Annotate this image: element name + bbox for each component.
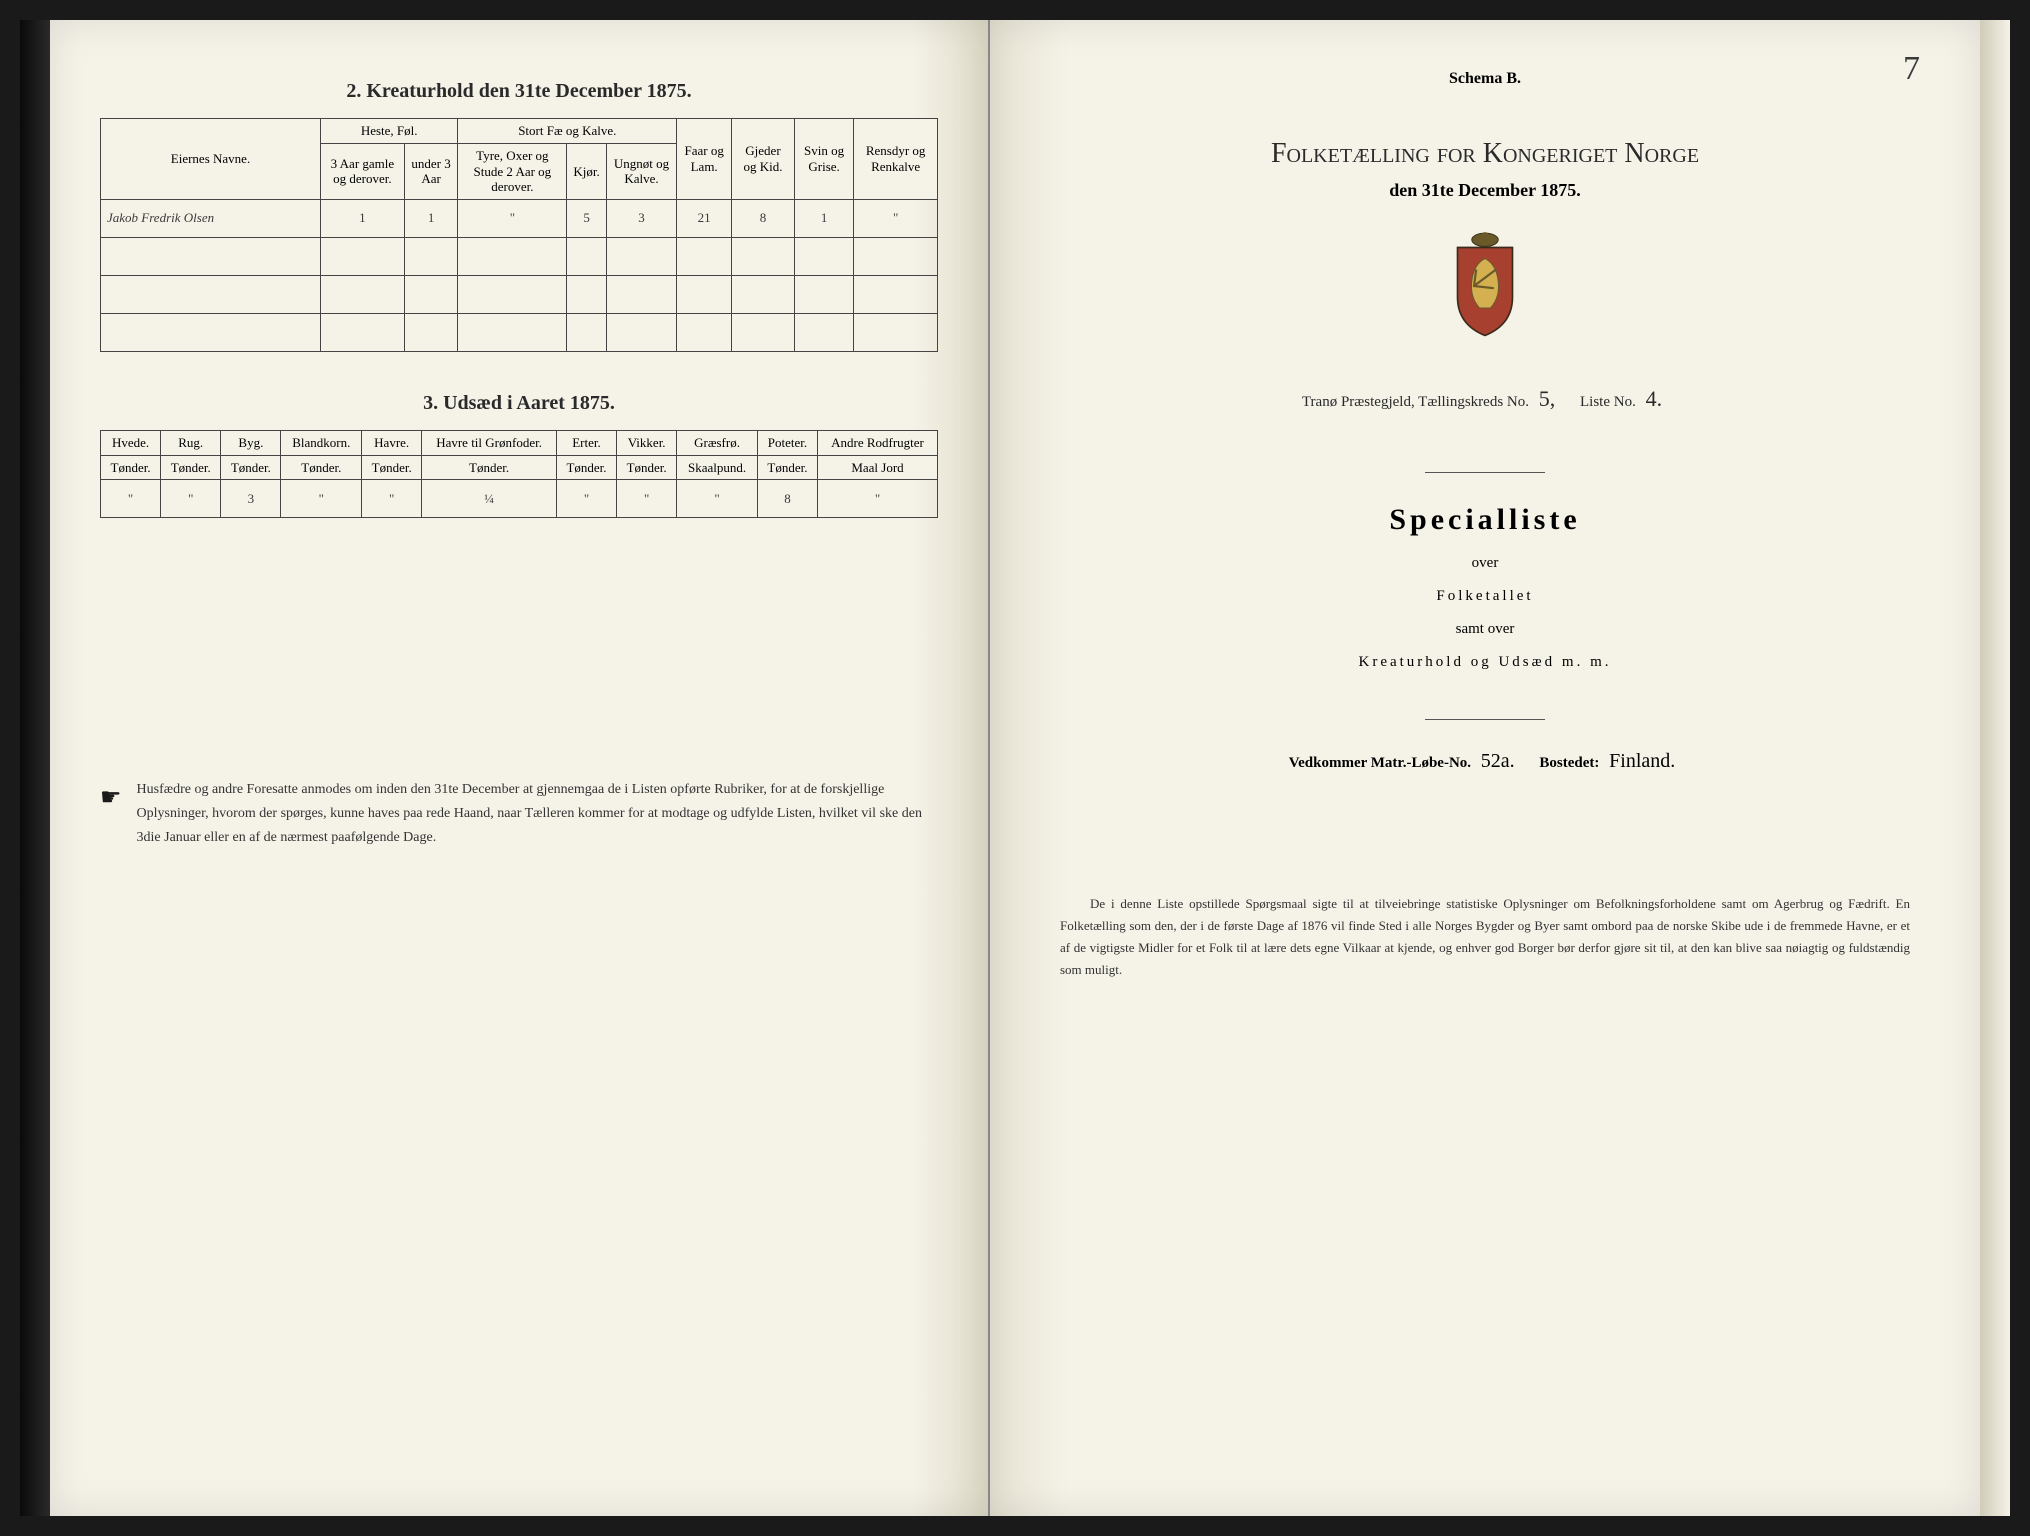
sub-h1: 3 Aar gamle og derover. [321, 144, 405, 200]
cell: " [617, 480, 677, 518]
seed-table: Hvede. Rug. Byg. Blandkorn. Havre. Havre… [100, 430, 938, 519]
unit: Tønder. [221, 455, 281, 480]
cell: " [362, 480, 422, 518]
cell: 1 [321, 199, 405, 237]
left-binding [20, 20, 50, 1516]
kreds-number: 5, [1533, 386, 1562, 411]
seed-h: Hvede. [101, 430, 161, 455]
col-owner: Eiernes Navne. [101, 119, 321, 200]
unit: Tønder. [161, 455, 221, 480]
meta-prefix: Tranø Præstegjeld, Tællingskreds No. [1302, 394, 1529, 410]
seed-h: Blandkorn. [281, 430, 362, 455]
table-row-empty [101, 313, 938, 351]
seed-h: Vikker. [617, 430, 677, 455]
book-spread: 2. Kreaturhold den 31te December 1875. E… [20, 20, 2010, 1516]
table3-title: 3. Udsæd i Aaret 1875. [100, 392, 938, 415]
livestock-table: Eiernes Navne. Heste, Føl. Stort Fæ og K… [100, 118, 938, 352]
pointing-hand-icon: ☚ [100, 778, 122, 849]
coat-of-arms-icon [1040, 231, 1930, 346]
right-page-edge [1980, 20, 2010, 1516]
bosted-value: Finland. [1603, 750, 1681, 772]
seed-h: Andre Rodfrugter [818, 430, 938, 455]
cell: 21 [677, 199, 732, 237]
cell: " [161, 480, 221, 518]
table-row: " " 3 " " ¼ " " " 8 " [101, 480, 938, 518]
divider [1425, 472, 1545, 473]
cell: " [281, 480, 362, 518]
sub-h5: Ungnøt og Kalve. [606, 144, 677, 200]
seed-h: Poteter. [757, 430, 817, 455]
left-page: 2. Kreaturhold den 31te December 1875. E… [50, 20, 990, 1516]
col-horses: Heste, Føl. [321, 119, 458, 144]
col-sheep: Faar og Lam. [677, 119, 732, 200]
owner-name: Jakob Fredrik Olsen [101, 199, 321, 237]
footer-note: ☚ Husfædre og andre Foresatte anmodes om… [100, 778, 938, 849]
col-reindeer: Rensdyr og Renkalve [854, 119, 938, 200]
cell: 1 [404, 199, 458, 237]
col-pigs: Svin og Grise. [794, 119, 853, 200]
unit: Tønder. [556, 455, 616, 480]
schema-label: Schema B. [1040, 70, 1930, 88]
cell: 8 [732, 199, 795, 237]
census-title: Folketælling for Kongeriget Norge [1040, 138, 1930, 170]
unit: Tønder. [757, 455, 817, 480]
folketallet-label: Folketallet [1040, 580, 1930, 613]
cell: " [556, 480, 616, 518]
bosted-label: Bostedet: [1539, 755, 1599, 771]
sub-h3: Tyre, Oxer og Stude 2 Aar og derover. [458, 144, 567, 200]
table-row-empty [101, 275, 938, 313]
table-row-empty [101, 237, 938, 275]
cell: " [101, 480, 161, 518]
matr-line: Vedkommer Matr.-Løbe-No. 52a. Bostedet: … [1040, 750, 1930, 773]
kreatur-label: Kreaturhold og Udsæd m. m. [1040, 646, 1930, 679]
cell: " [818, 480, 938, 518]
unit: Tønder. [617, 455, 677, 480]
specialliste-heading: Specialliste [1040, 503, 1930, 537]
cell: 3 [606, 199, 677, 237]
sub-block: over Folketallet samt over Kreaturhold o… [1040, 547, 1930, 679]
footer-text: Husfædre og andre Foresatte anmodes om i… [137, 778, 938, 849]
unit: Tønder. [422, 455, 557, 480]
unit: Skaalpund. [677, 455, 758, 480]
meta-line: Tranø Præstegjeld, Tællingskreds No. 5, … [1040, 386, 1930, 412]
seed-h: Byg. [221, 430, 281, 455]
seed-h: Havre. [362, 430, 422, 455]
seed-h: Havre til Grønfoder. [422, 430, 557, 455]
matr-value: 52a. [1475, 750, 1521, 772]
cell: " [458, 199, 567, 237]
col-cattle: Stort Fæ og Kalve. [458, 119, 677, 144]
table2-title: 2. Kreaturhold den 31te December 1875. [100, 80, 938, 103]
liste-number: 4. [1640, 386, 1669, 411]
unit: Tønder. [101, 455, 161, 480]
liste-label: Liste No. [1580, 394, 1636, 410]
divider [1425, 719, 1545, 720]
seed-h: Rug. [161, 430, 221, 455]
samt-label: samt over [1040, 613, 1930, 646]
unit: Tønder. [281, 455, 362, 480]
right-page: 7 Schema B. Folketælling for Kongeriget … [990, 20, 1980, 1516]
unit: Tønder. [362, 455, 422, 480]
col-goats: Gjeder og Kid. [732, 119, 795, 200]
cell: ¼ [422, 480, 557, 518]
cell: 5 [567, 199, 606, 237]
census-subtitle: den 31te December 1875. [1040, 180, 1930, 201]
unit: Maal Jord [818, 455, 938, 480]
cell: " [854, 199, 938, 237]
bottom-paragraph: De i denne Liste opstillede Spørgsmaal s… [1040, 893, 1930, 981]
sub-h4: Kjør. [567, 144, 606, 200]
cell: 8 [757, 480, 817, 518]
cell: 1 [794, 199, 853, 237]
seed-h: Erter. [556, 430, 616, 455]
over-label: over [1040, 547, 1930, 580]
matr-label: Vedkommer Matr.-Løbe-No. [1289, 755, 1471, 771]
cell: 3 [221, 480, 281, 518]
table-row: Jakob Fredrik Olsen 1 1 " 5 3 21 8 1 " [101, 199, 938, 237]
page-number: 7 [1903, 50, 1920, 88]
cell: " [677, 480, 758, 518]
sub-h2: under 3 Aar [404, 144, 458, 200]
seed-h: Græsfrø. [677, 430, 758, 455]
